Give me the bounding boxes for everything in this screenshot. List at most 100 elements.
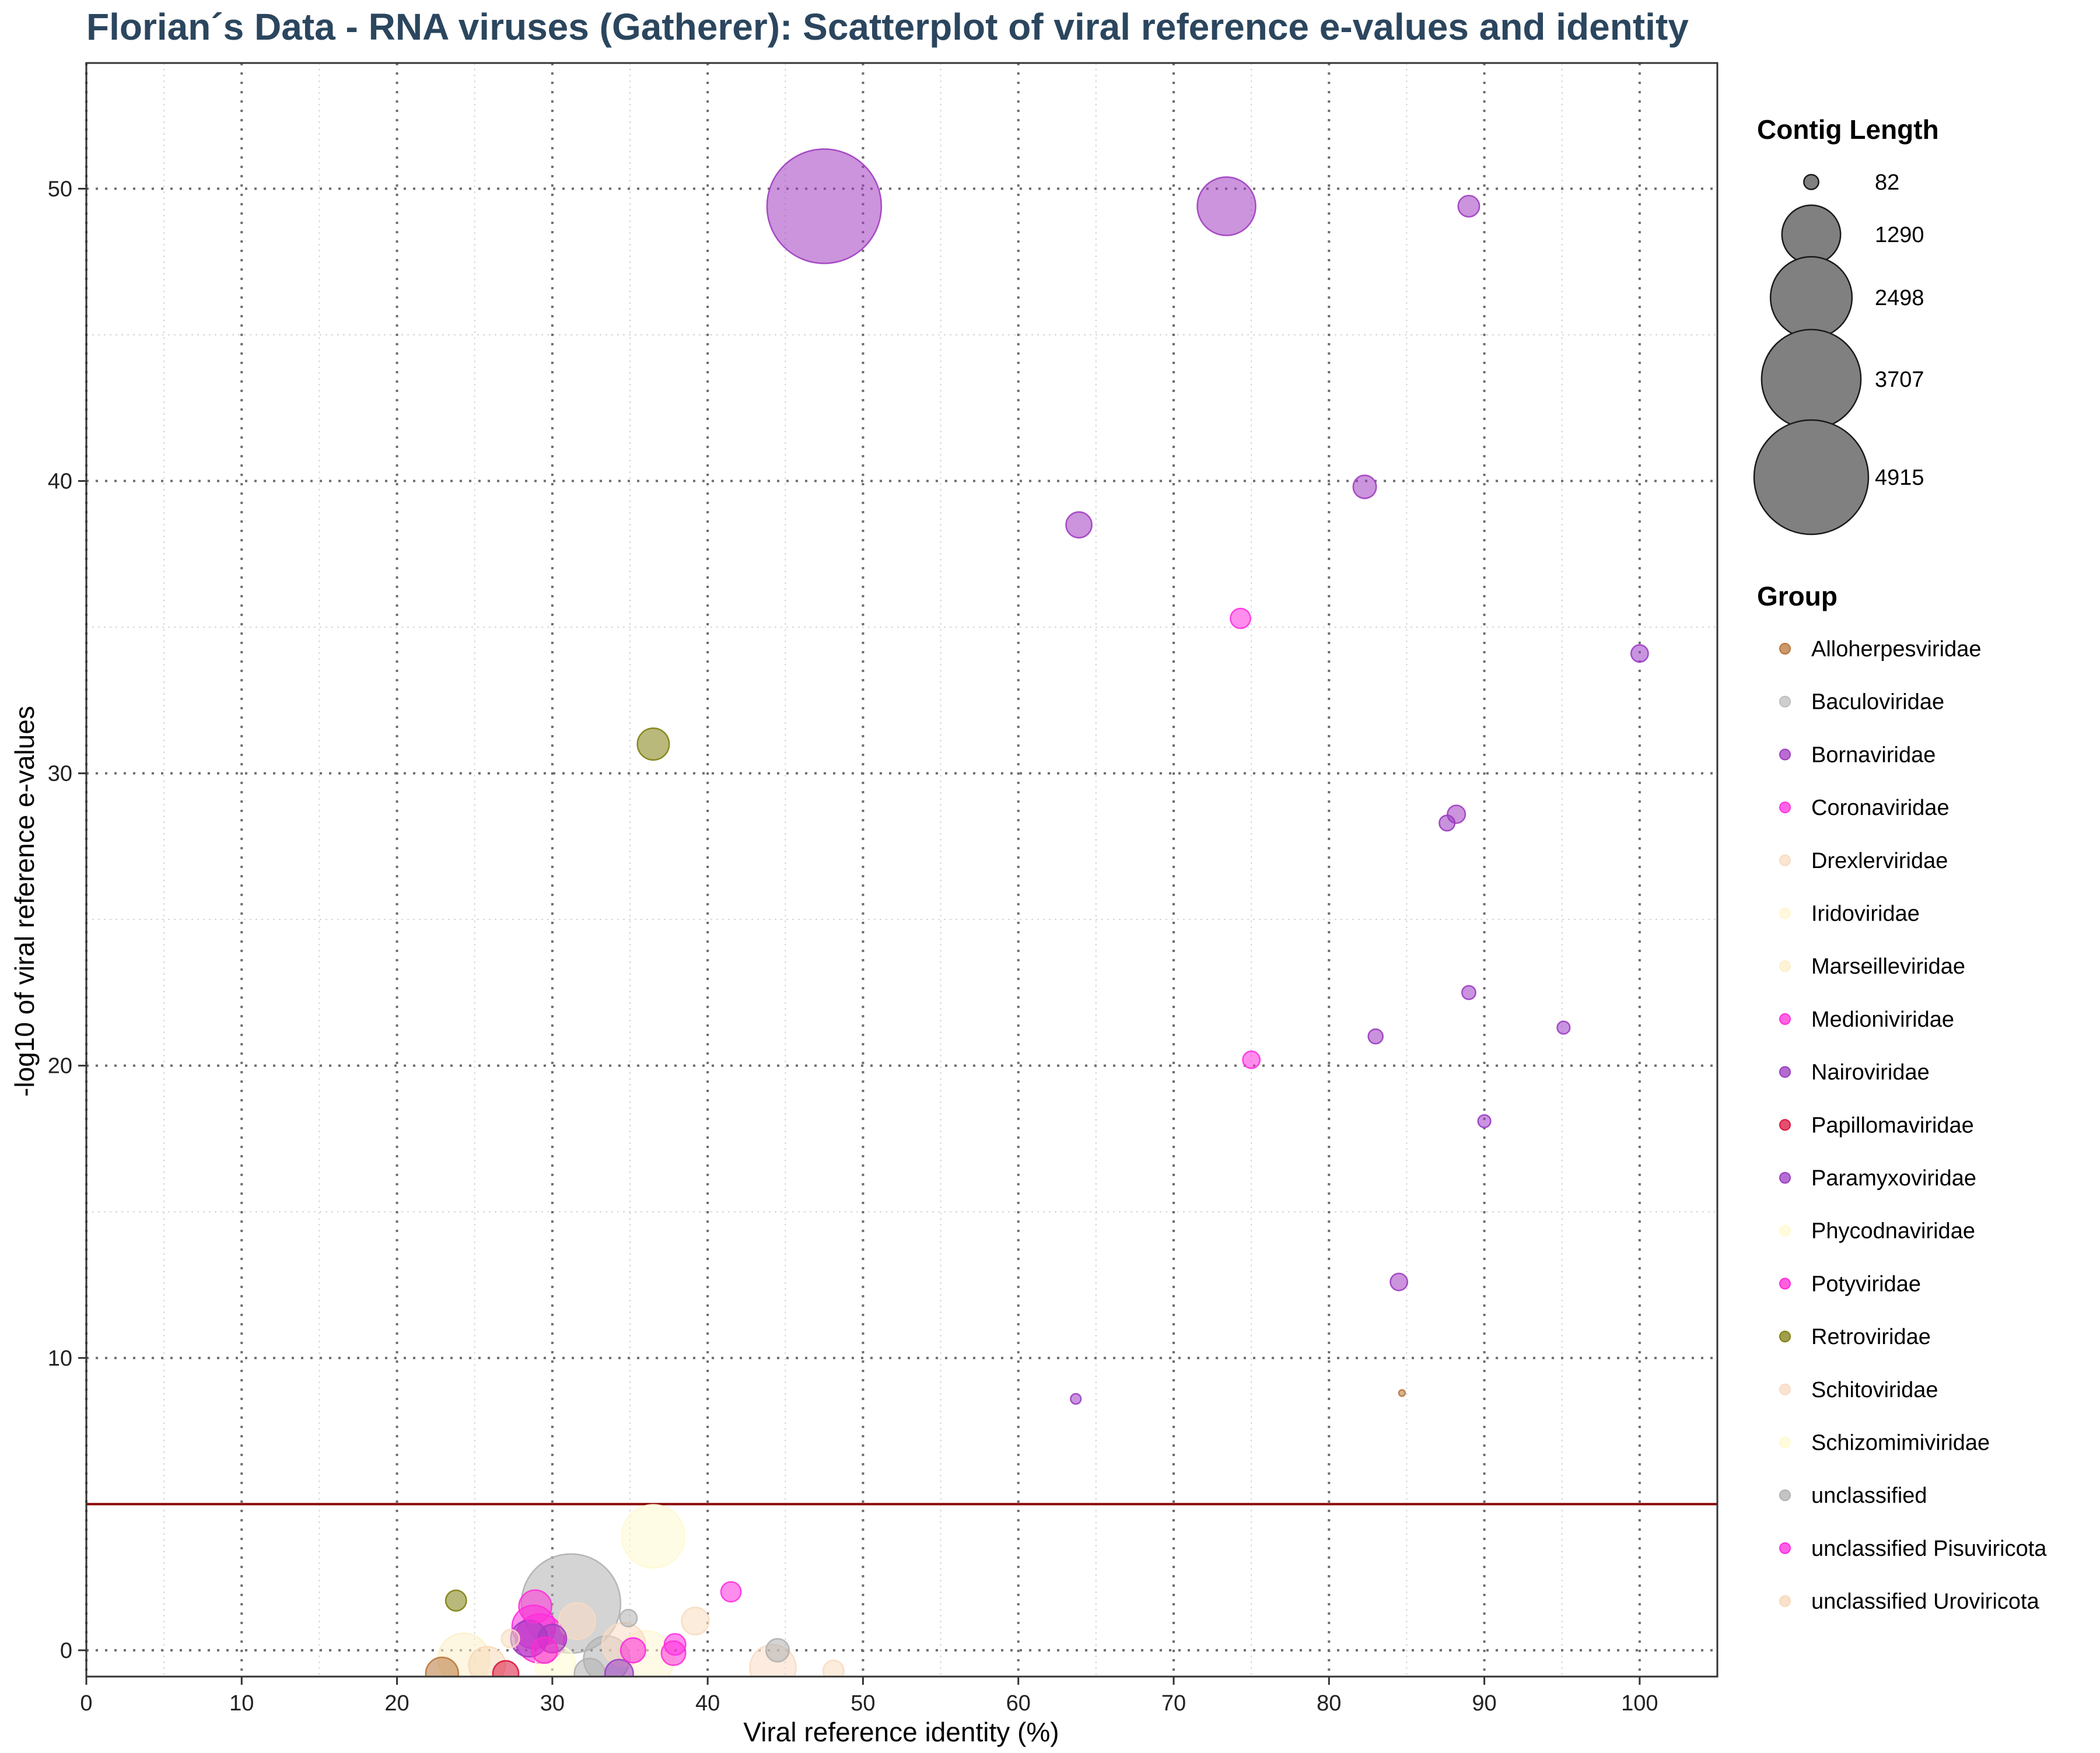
group-legend-label: unclassified Pisuviricota bbox=[1811, 1537, 2047, 1561]
x-tick-label: 70 bbox=[1161, 1691, 1186, 1716]
data-point bbox=[1367, 1028, 1384, 1045]
data-point bbox=[1438, 814, 1456, 832]
data-point bbox=[425, 1656, 459, 1677]
group-legend-key bbox=[1779, 854, 1791, 866]
group-legend-key bbox=[1779, 748, 1791, 761]
group-legend-label: unclassified Uroviricota bbox=[1811, 1590, 2040, 1614]
size-legend-key bbox=[1781, 204, 1842, 265]
y-tick-label: 0 bbox=[60, 1639, 72, 1663]
size-legend-key bbox=[1769, 256, 1853, 340]
group-legend-label: unclassified bbox=[1811, 1483, 1927, 1508]
points-layer bbox=[425, 148, 1649, 1677]
data-point bbox=[1556, 1020, 1571, 1035]
data-point bbox=[765, 1637, 790, 1663]
x-tick-label: 80 bbox=[1317, 1691, 1341, 1716]
size-legend-key bbox=[1760, 328, 1862, 430]
data-point bbox=[620, 1637, 646, 1664]
size-legend-key bbox=[1803, 174, 1819, 190]
data-point bbox=[492, 1660, 520, 1677]
group-legend-key bbox=[1779, 1224, 1791, 1237]
y-axis-label: -log10 of viral reference e-values bbox=[9, 706, 40, 1097]
data-point bbox=[621, 1504, 686, 1569]
y-tick-label: 10 bbox=[48, 1346, 72, 1371]
data-point bbox=[1477, 1114, 1492, 1129]
group-legend-key bbox=[1779, 907, 1791, 919]
chart-title: Florian´s Data - RNA viruses (Gatherer):… bbox=[86, 6, 1689, 48]
x-tick-label: 90 bbox=[1472, 1691, 1496, 1716]
data-point bbox=[1352, 474, 1377, 499]
x-tick-label: 50 bbox=[850, 1691, 875, 1716]
y-tick-label: 50 bbox=[48, 177, 72, 201]
group-legend-label: Schitoviridae bbox=[1811, 1378, 1938, 1402]
size-legend-label: 1290 bbox=[1875, 223, 1924, 247]
y-tick-label: 20 bbox=[48, 1054, 72, 1079]
data-point bbox=[1398, 1389, 1406, 1397]
group-legend-key bbox=[1779, 1013, 1791, 1025]
group-legend-key bbox=[1779, 1595, 1791, 1607]
x-tick-label: 40 bbox=[695, 1691, 720, 1716]
x-tick-label: 20 bbox=[384, 1691, 409, 1716]
x-axis-label: Viral reference identity (%) bbox=[743, 1717, 1059, 1747]
group-legend-label: Papillomaviridae bbox=[1811, 1113, 1974, 1138]
group-legend-label: Paramyxoviridae bbox=[1811, 1166, 1976, 1191]
grid-layer bbox=[85, 63, 1717, 1677]
group-legend-label: Drexlerviridae bbox=[1811, 849, 1948, 873]
data-point bbox=[1065, 511, 1093, 539]
group-legend-label: Medioniviridae bbox=[1811, 1007, 1954, 1032]
group-legend-label: Retroviridae bbox=[1811, 1325, 1931, 1349]
group-legend-label: Schizomimiviridae bbox=[1811, 1431, 1990, 1455]
data-point bbox=[1390, 1272, 1409, 1292]
data-point bbox=[1230, 607, 1251, 629]
group-legend-key bbox=[1779, 802, 1791, 814]
x-tick-label: 100 bbox=[1621, 1691, 1658, 1716]
data-point bbox=[518, 1589, 552, 1623]
data-point bbox=[1457, 195, 1480, 218]
data-point bbox=[501, 1629, 520, 1649]
data-point bbox=[681, 1607, 710, 1636]
x-tick-label: 0 bbox=[80, 1691, 92, 1716]
group-legend-label: Baculoviridae bbox=[1811, 690, 1944, 715]
group-legend-key bbox=[1779, 1383, 1791, 1395]
group-legend-key bbox=[1779, 1119, 1791, 1131]
group-legend-key bbox=[1779, 1331, 1791, 1343]
x-tick-label: 30 bbox=[540, 1691, 565, 1716]
group-legend-key bbox=[1779, 1066, 1791, 1078]
group-legend-title: Group bbox=[1757, 581, 1838, 611]
axis-layer: 0 10 20 30 40 50 60 70 80 90 100 0 10 20 30 40 50 bbox=[48, 177, 1658, 1716]
x-tick-label: 10 bbox=[229, 1691, 254, 1716]
group-legend-key bbox=[1779, 960, 1791, 972]
legend: Contig Length 82 1290 2498 3707 4915 Group Allo… bbox=[1753, 114, 2047, 1614]
data-point bbox=[619, 1608, 638, 1628]
size-legend-label: 82 bbox=[1875, 170, 1899, 195]
data-point bbox=[1461, 985, 1476, 1000]
group-legend-label: Marseilleviridae bbox=[1811, 954, 1965, 979]
data-point bbox=[558, 1602, 596, 1640]
data-point bbox=[822, 1660, 845, 1677]
data-point bbox=[573, 1657, 606, 1677]
data-point bbox=[1630, 644, 1649, 663]
group-legend-label: Coronaviridae bbox=[1811, 796, 1950, 820]
data-point bbox=[1196, 176, 1256, 236]
size-legend-key bbox=[1753, 419, 1870, 536]
group-legend-label: Nairoviridae bbox=[1811, 1061, 1930, 1085]
data-point bbox=[663, 1633, 687, 1656]
group-legend-label: Iridoviridae bbox=[1811, 902, 1920, 926]
size-legend-title: Contig Length bbox=[1757, 114, 1939, 145]
x-tick-label: 60 bbox=[1006, 1691, 1031, 1716]
size-legend-label: 3707 bbox=[1875, 368, 1924, 392]
data-point bbox=[720, 1581, 742, 1603]
data-point bbox=[531, 1636, 558, 1664]
plot-frame bbox=[85, 62, 1718, 1678]
data-point bbox=[1242, 1050, 1261, 1069]
group-legend-label: Potyviridae bbox=[1811, 1272, 1921, 1296]
size-legend-label: 4915 bbox=[1875, 466, 1924, 490]
size-legend-label: 2498 bbox=[1875, 286, 1924, 310]
group-legend-label: Phycodnaviridae bbox=[1811, 1219, 1975, 1244]
data-point bbox=[636, 727, 670, 761]
group-legend-key bbox=[1779, 1436, 1791, 1448]
data-point bbox=[766, 148, 883, 264]
y-tick-label: 40 bbox=[48, 470, 72, 494]
data-point bbox=[1070, 1392, 1082, 1405]
